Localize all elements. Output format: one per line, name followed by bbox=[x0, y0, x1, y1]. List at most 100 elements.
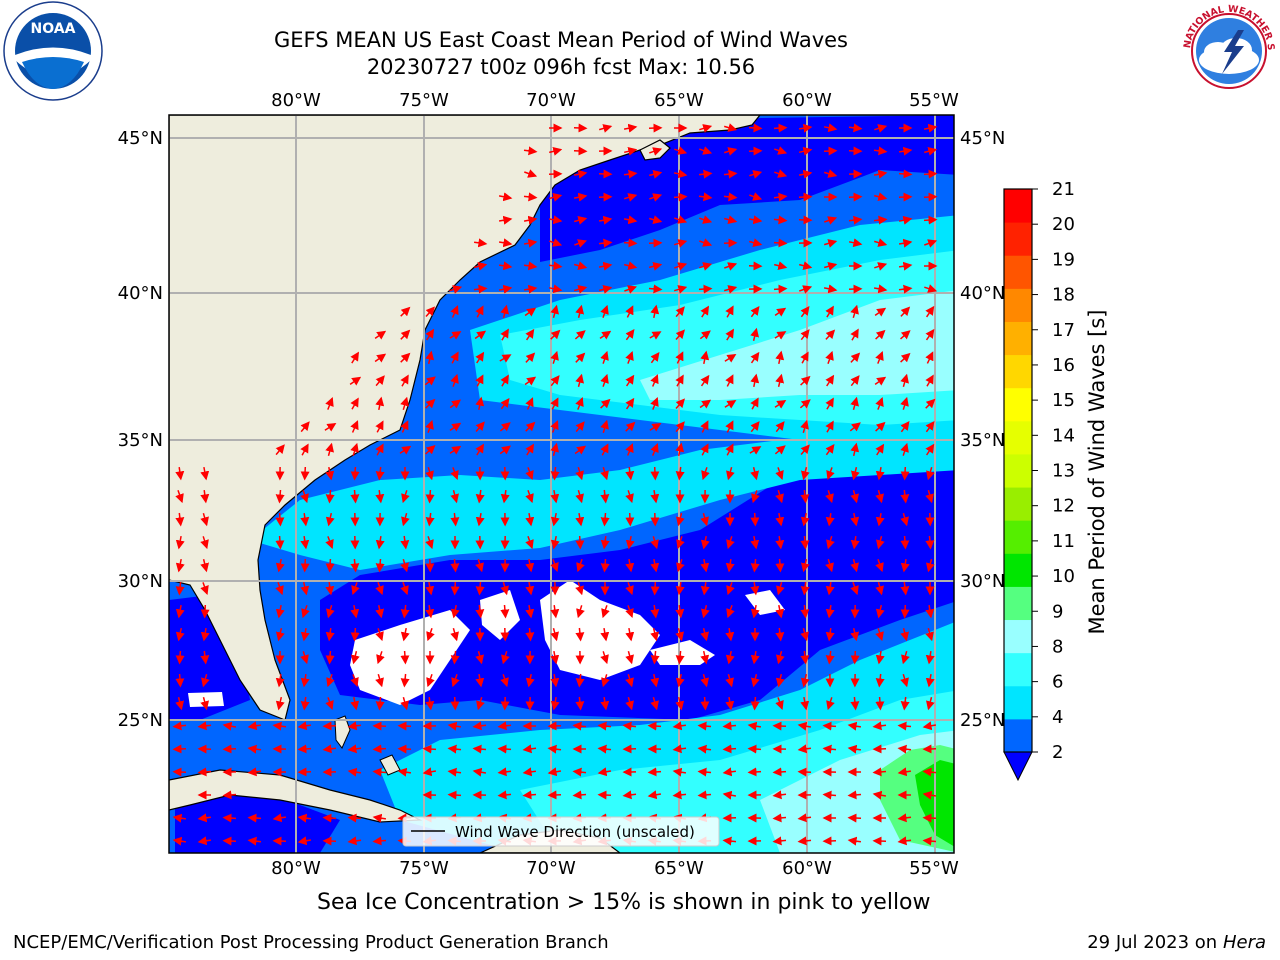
wind-wave-arrow bbox=[322, 744, 337, 754]
wind-wave-arrow bbox=[375, 673, 384, 688]
wind-wave-arrow bbox=[799, 285, 813, 294]
wind-wave-arrow bbox=[650, 489, 660, 504]
wind-wave-arrow bbox=[900, 581, 910, 596]
wind-wave-arrow bbox=[550, 466, 560, 481]
wind-wave-arrow bbox=[450, 373, 459, 387]
wind-wave-arrow bbox=[500, 398, 510, 410]
wind-wave-arrow bbox=[601, 674, 610, 688]
wind-wave-arrow bbox=[222, 836, 237, 846]
wind-wave-arrow bbox=[825, 490, 834, 504]
wind-wave-arrow bbox=[650, 558, 660, 573]
wind-wave-arrow bbox=[222, 721, 237, 731]
wind-wave-arrow bbox=[850, 396, 859, 410]
wind-wave-arrow bbox=[397, 721, 412, 731]
colorbar-segment bbox=[1004, 619, 1032, 654]
wind-wave-arrow bbox=[925, 490, 934, 504]
wind-wave-arrow bbox=[525, 627, 535, 642]
wind-wave-arrow bbox=[700, 696, 710, 711]
wind-wave-arrow bbox=[797, 744, 812, 754]
wind-wave-arrow bbox=[699, 124, 713, 133]
map-border bbox=[168, 114, 955, 854]
wind-wave-arrow bbox=[347, 813, 362, 823]
wind-wave-arrow bbox=[726, 605, 735, 619]
wind-wave-arrow bbox=[397, 744, 412, 754]
wind-wave-arrow bbox=[449, 331, 462, 340]
wind-wave-arrow bbox=[775, 373, 785, 387]
wind-wave-arrow bbox=[350, 489, 360, 504]
colorbar-tick-label: 18 bbox=[1052, 285, 1075, 306]
wind-wave-arrow bbox=[525, 558, 535, 573]
wind-wave-arrow bbox=[875, 559, 884, 573]
wind-wave-arrow bbox=[400, 558, 409, 573]
wind-wave-arrow bbox=[649, 423, 662, 432]
wind-wave-arrow bbox=[197, 836, 212, 846]
wind-wave-arrow bbox=[500, 604, 510, 619]
colorbar-extend-min bbox=[1003, 751, 1033, 782]
wind-wave-arrow bbox=[576, 605, 585, 619]
wind-wave-arrow bbox=[875, 351, 884, 364]
wind-wave-arrow bbox=[824, 262, 838, 271]
wind-wave-arrow bbox=[649, 261, 663, 271]
wind-wave-arrow bbox=[724, 354, 737, 363]
wind-wave-arrow bbox=[247, 744, 262, 754]
wind-wave-arrow bbox=[375, 443, 384, 456]
wind-wave-arrow bbox=[175, 535, 185, 550]
colorbar-segment bbox=[1004, 189, 1032, 223]
wind-wave-arrow bbox=[700, 420, 709, 433]
wind-wave-arrow bbox=[650, 397, 659, 410]
wind-wave-arrow bbox=[401, 513, 410, 527]
wind-wave-arrow bbox=[625, 350, 634, 364]
wind-wave-arrow bbox=[275, 604, 285, 619]
colorbar-tick-label: 13 bbox=[1052, 461, 1075, 482]
wind-wave-arrow bbox=[375, 582, 384, 596]
wind-wave-arrow bbox=[850, 442, 860, 457]
wind-wave-arrow bbox=[425, 419, 434, 433]
wind-wave-arrow bbox=[874, 262, 888, 271]
wind-wave-arrow bbox=[723, 192, 738, 202]
colorbar-tick-label: 2 bbox=[1052, 742, 1063, 763]
wind-wave-arrow bbox=[574, 445, 587, 455]
wind-wave-arrow bbox=[375, 489, 385, 504]
wind-wave-arrow bbox=[775, 604, 785, 619]
wind-wave-arrow bbox=[900, 513, 909, 527]
wind-wave-arrow bbox=[347, 767, 362, 777]
wind-wave-arrow bbox=[573, 123, 588, 133]
wind-wave-arrow bbox=[900, 330, 911, 340]
wind-wave-arrow bbox=[575, 397, 584, 410]
wind-wave-arrow bbox=[599, 330, 612, 340]
wind-wave-arrow bbox=[775, 489, 784, 504]
map-title: GEFS MEAN US East Coast Mean Period of W… bbox=[274, 28, 848, 52]
wind-wave-arrow bbox=[275, 535, 285, 550]
wind-wave-arrow bbox=[275, 444, 285, 456]
wind-wave-arrow bbox=[347, 744, 362, 754]
wind-wave-arrow bbox=[800, 559, 810, 573]
wind-wave-arrow bbox=[701, 467, 710, 481]
wind-wave-arrow bbox=[872, 767, 887, 777]
wind-wave-arrow bbox=[925, 351, 934, 364]
wind-wave-arrow bbox=[625, 535, 635, 550]
wind-wave-arrow bbox=[525, 443, 534, 456]
wind-wave-arrow bbox=[175, 558, 185, 573]
wind-wave-arrow bbox=[725, 627, 735, 642]
wind-wave-arrow bbox=[425, 350, 435, 365]
wind-wave-arrow bbox=[525, 328, 535, 341]
wind-wave-arrow bbox=[749, 192, 763, 201]
wind-wave-arrow bbox=[574, 239, 588, 248]
wind-wave-arrow bbox=[172, 836, 187, 846]
legend-label: Wind Wave Direction (unscaled) bbox=[455, 823, 695, 841]
wind-wave-arrow bbox=[300, 581, 310, 596]
wind-wave-arrow bbox=[600, 696, 610, 711]
wind-wave-arrow bbox=[650, 374, 659, 387]
wind-wave-arrow bbox=[774, 445, 786, 455]
wind-wave-arrow bbox=[800, 489, 810, 504]
wind-wave-arrow bbox=[700, 350, 710, 365]
wind-wave-arrow bbox=[425, 512, 435, 527]
footer-date: 29 Jul 2023 on Hera bbox=[1087, 932, 1266, 953]
wind-wave-arrow bbox=[650, 536, 659, 550]
wind-wave-arrow bbox=[472, 721, 487, 731]
wind-wave-arrow bbox=[848, 192, 863, 202]
wind-wave-arrow bbox=[200, 582, 209, 596]
wind-wave-arrow bbox=[800, 444, 810, 455]
wind-wave-arrow bbox=[772, 836, 787, 846]
